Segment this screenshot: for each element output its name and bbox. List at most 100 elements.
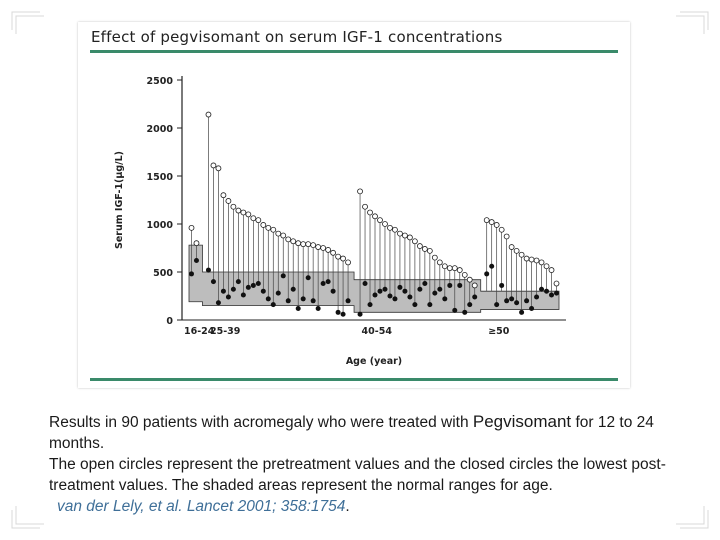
post-treatment-point [320,281,326,287]
post-treatment-point [250,282,256,288]
pretreatment-point [446,265,453,272]
post-treatment-point [215,300,221,306]
pretreatment-point [548,267,555,273]
pretreatment-point [235,207,242,214]
age-group-label: ≥50 [488,326,510,337]
pretreatment-point [220,192,227,199]
pretreatment-point [357,188,363,195]
figure-caption: Results in 90 patients with acromegaly w… [49,411,689,517]
pretreatment-point [265,224,272,231]
pretreatment-point [340,255,346,262]
pretreatment-point [325,247,332,253]
normal-range-shading [188,244,560,313]
post-treatment-point [285,298,291,304]
post-treatment-point [514,300,520,306]
post-treatment-point [447,282,453,288]
post-treatment-point [220,288,226,294]
post-treatment-point [362,281,368,287]
y-tick-label-500: 500 [153,268,173,279]
pretreatment-point [362,203,368,210]
pretreatment-point [407,234,413,241]
post-treatment-point [367,302,373,308]
post-treatment-point [193,257,199,263]
pretreatment-point [255,217,262,224]
post-treatment-point [554,290,560,296]
pretreatment-point [513,247,520,254]
pretreatment-point [188,224,195,231]
post-treatment-point [417,286,423,292]
post-treatment-point [412,302,418,308]
pretreatment-point [290,238,297,245]
pretreatment-point [431,254,438,261]
post-treatment-point [290,286,296,292]
post-treatment-point [255,281,261,287]
pretreatment-point [310,242,317,249]
post-treatment-point [270,302,276,308]
pretreatment-point [456,267,463,273]
pretreatment-point [260,222,267,228]
post-treatment-point [432,290,438,296]
pretreatment-point [372,213,378,220]
pretreatment-point [533,257,540,264]
post-treatment-point [265,296,271,302]
pretreatment-point [320,245,327,251]
post-treatment-point [489,263,495,269]
pretreatment-point [466,276,473,283]
post-treatment-point [340,311,346,317]
citation-end: . [345,498,350,515]
citation[interactable]: van der Lely, et al. Lancet 2001; 358:17… [57,498,346,515]
post-treatment-point [295,305,301,311]
post-treatment-point [544,288,550,294]
pretreatment-point [426,247,433,254]
pretreatment-point [305,241,312,248]
post-treatment-point [524,298,530,304]
citation-line: van der Lely, et al. Lancet 2001; 358:17… [49,496,689,517]
pretreatment-point [488,219,495,225]
pretreatment-point [215,165,222,172]
pretreatment-point [245,211,252,218]
pretreatment-point [240,209,247,216]
post-treatment-point [335,309,341,315]
post-treatment-point [310,298,316,304]
post-treatment-point [280,273,286,279]
post-treatment-point [442,296,448,302]
post-treatment-point [377,288,383,294]
pretreatment-point [503,233,510,240]
post-treatment-point [509,296,515,302]
pretreatment-point [330,249,337,256]
post-treatment-point [397,284,403,290]
caption-drug-name: Pegvisomant [472,412,572,431]
pretreatment-point [508,244,515,250]
caption-line-2: The open circles represent the pretreatm… [49,456,666,494]
pretreatment-point [210,162,217,169]
post-treatment-point [457,282,463,288]
post-treatment-point [392,296,398,302]
post-treatment-point [345,298,351,304]
pretreatment-point [436,259,443,266]
post-treatment-point [484,271,490,277]
pretreatment-point [345,259,351,266]
caption-paragraph-2: The open circles represent the pretreatm… [49,454,689,496]
post-treatment-point [300,296,306,302]
post-treatment-point [504,298,510,304]
pretreatment-point [416,243,423,249]
pretreatment-point [397,230,403,237]
y-axis-label: Serum IGF-1(μg/L) [114,151,125,249]
post-treatment-point [472,294,478,300]
post-treatment-point [427,302,433,308]
post-treatment-point [245,284,251,290]
post-treatment-point [305,275,311,281]
post-treatment-point [422,281,428,287]
y-tick-label-1000: 1000 [147,220,174,231]
post-treatment-point [372,292,378,298]
y-tick-label-2000: 2000 [147,124,174,135]
pretreatment-point [193,240,200,247]
chart-title: Effect of pegvisomant on serum IGF-1 con… [91,28,503,46]
age-group-label: 25-39 [210,326,240,337]
post-treatment-point [494,302,500,308]
post-treatment-point [407,294,413,300]
pretreatment-point [392,226,398,233]
pretreatment-point [483,217,490,224]
age-group-label: 40-54 [362,326,393,337]
pretreatment-point [230,203,237,210]
